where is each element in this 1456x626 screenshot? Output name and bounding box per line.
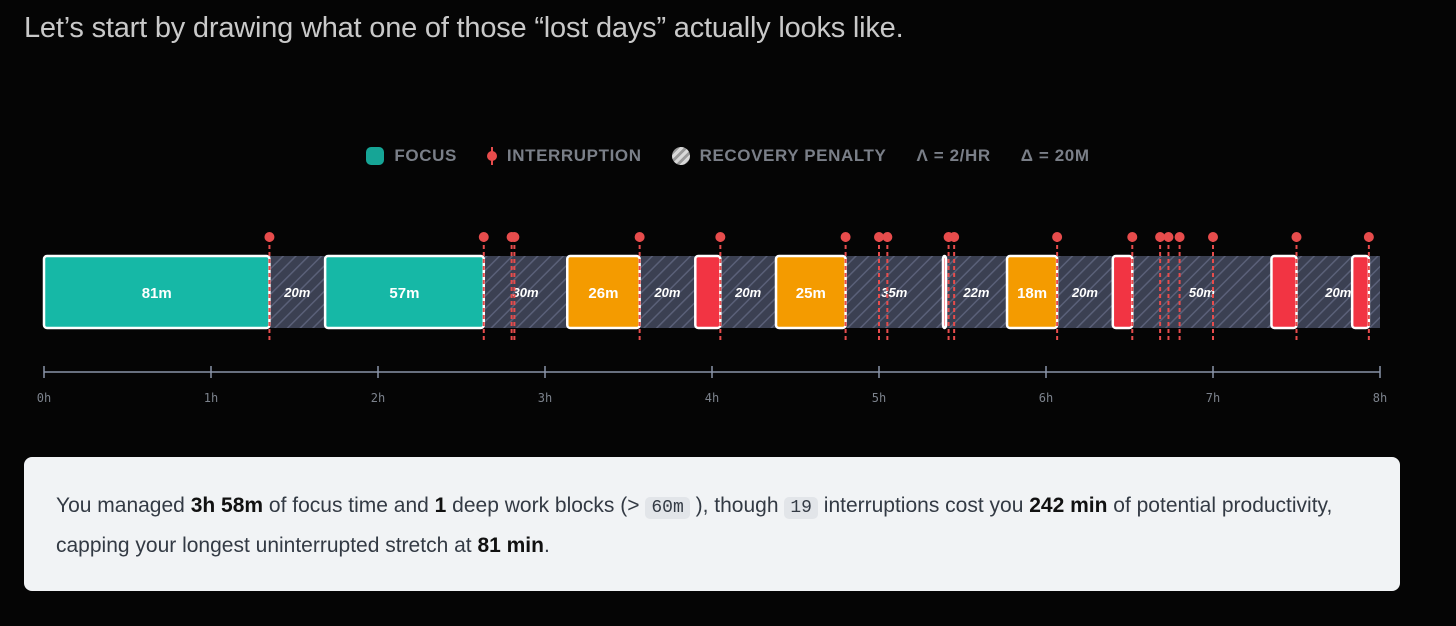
summary-cost: 242 min	[1029, 494, 1108, 517]
focus-block-0	[42, 254, 271, 330]
summary-text-3: deep work blocks (>	[446, 494, 646, 517]
penalty-label-0: 20m	[283, 285, 310, 300]
summary-text-5: interruptions cost you	[817, 494, 1030, 517]
legend-interruption: INTERRUPTION	[486, 146, 642, 166]
penalty-block-5	[945, 256, 1008, 328]
focus-label-6: 18m	[1017, 285, 1047, 302]
focus-block-3	[694, 254, 722, 330]
interruption-dot-4	[634, 232, 645, 242]
summary-text-7: .	[543, 534, 550, 557]
focus-label-2: 26m	[588, 285, 618, 302]
summary-longest: 81 min	[477, 534, 544, 557]
interruption-dot-3	[509, 232, 520, 242]
x-tick-label-0: 0h	[37, 391, 51, 405]
penalty-label-4: 35m	[881, 285, 907, 300]
focus-label-4: 25m	[796, 285, 826, 302]
interruption-pin-icon	[486, 147, 497, 165]
x-tick-label-1: 1h	[204, 391, 218, 405]
summary-interruptions: 19	[784, 497, 818, 519]
legend-focus-label: FOCUS	[394, 146, 457, 165]
interruption-dot-5	[715, 232, 726, 242]
penalty-block-4	[845, 256, 944, 328]
x-tick-label-6: 6h	[1039, 391, 1053, 405]
focus-block-5	[941, 254, 948, 330]
summary-text-1: You managed	[56, 494, 191, 517]
penalty-block-1	[483, 256, 568, 328]
summary-text-4: ), though	[689, 494, 785, 517]
penalty-label-6: 20m	[1071, 285, 1098, 300]
interruption-dot-0	[264, 232, 275, 242]
summary-deep-blocks: 1	[434, 494, 447, 517]
x-tick-label-5: 5h	[872, 391, 886, 405]
focus-label-0: 81m	[142, 285, 172, 302]
summary-focus-time: 3h 58m	[190, 494, 264, 517]
interruption-dot-7	[874, 232, 884, 242]
interruption-dot-16	[1208, 232, 1218, 242]
focus-block-2	[566, 254, 641, 330]
focus-block-7	[1111, 254, 1134, 330]
legend-lambda: Λ = 2/HR	[916, 146, 990, 166]
penalty-block-0	[269, 256, 326, 328]
interruption-dot-1	[478, 232, 489, 242]
interruption-dot-6	[840, 232, 851, 242]
legend-delta: Δ = 20M	[1021, 146, 1090, 166]
summary-threshold: 60m	[645, 497, 690, 519]
summary-text-6: of potential productivity, capping your …	[56, 494, 1333, 557]
interruption-dot-11	[1052, 232, 1063, 242]
interruption-dot-15	[1174, 232, 1185, 242]
interruption-dot-13	[1155, 232, 1166, 242]
interruption-dot-12	[1127, 232, 1138, 242]
x-tick-label-3: 3h	[538, 391, 552, 405]
summary-text-2: of focus time and	[263, 494, 435, 517]
penalty-label-5: 22m	[962, 285, 989, 300]
penalty-label-8: 20m	[1324, 285, 1351, 300]
interruption-dot-18	[1363, 232, 1374, 242]
penalty-swatch-icon	[671, 147, 690, 165]
penalty-label-3: 20m	[734, 285, 761, 300]
x-tick-label-4: 4h	[705, 391, 719, 405]
x-tick-label-2: 2h	[371, 391, 385, 405]
focus-block-6	[1005, 254, 1059, 330]
penalty-label-2: 20m	[653, 285, 680, 300]
focus-timeline-chart: 20m 30m 20m 20m 35m 22m 20m 50m 20m 81m 57m 26m 25m…	[37, 232, 1387, 405]
legend-focus: FOCUS	[366, 146, 457, 166]
legend-penalty: RECOVERY PENALTY	[671, 146, 887, 166]
penalty-label-7: 50m	[1189, 285, 1215, 300]
x-tick-label-7: 7h	[1206, 391, 1220, 405]
penalty-block-6	[1057, 256, 1113, 328]
focus-label-1: 57m	[389, 285, 419, 302]
interruption-dot-8	[882, 232, 893, 242]
penalty-block-3	[720, 256, 777, 328]
intro-text: Let’s start by drawing what one of those…	[24, 12, 904, 44]
focus-block-8	[1270, 254, 1298, 330]
interruption-dot-14	[1163, 232, 1174, 242]
legend-lambda-label: Λ = 2/HR	[916, 146, 991, 165]
legend-interruption-label: INTERRUPTION	[506, 146, 642, 165]
interruption-dot-17	[1291, 232, 1302, 242]
focus-block-9	[1350, 254, 1371, 330]
focus-swatch-icon	[366, 147, 385, 165]
focus-block-1	[323, 254, 486, 330]
penalty-block-2	[639, 256, 696, 328]
penalty-block-7	[1132, 256, 1272, 328]
interruption-dot-10	[949, 232, 960, 242]
summary-card: You managed 3h 58m of focus time and 1 d…	[24, 457, 1400, 591]
legend-penalty-label: RECOVERY PENALTY	[699, 146, 887, 165]
focus-block-4	[774, 254, 847, 330]
chart-legend: FOCUS INTERRUPTION RECOVERY PENALTY Λ = …	[0, 146, 1456, 166]
x-tick-label-8: 8h	[1373, 391, 1387, 405]
legend-delta-label: Δ = 20M	[1020, 146, 1090, 165]
penalty-label-1: 30m	[513, 285, 539, 300]
